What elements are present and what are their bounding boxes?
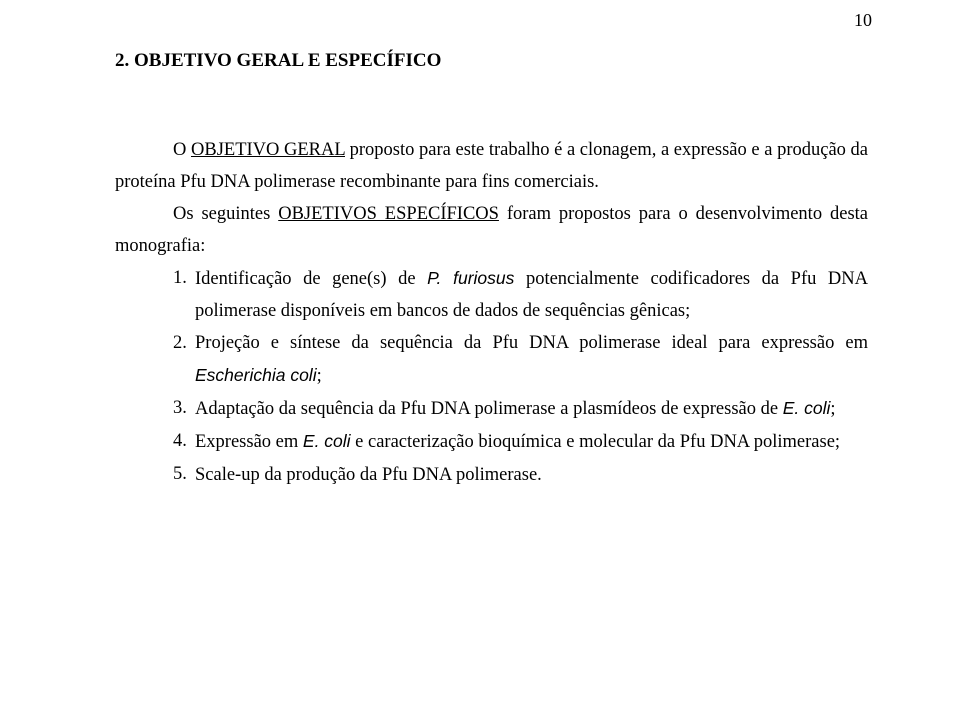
list-item: 5. Scale-up da produção da Pfu DNA polim…: [173, 458, 868, 491]
list-item: 2. Projeção e síntese da sequência da Pf…: [173, 327, 868, 392]
item-text-c: ;: [317, 366, 322, 386]
list-marker: 1.: [173, 262, 187, 294]
list-item: 4. Expressão em E. coli e caracterização…: [173, 425, 868, 458]
para1-underline: OBJETIVO GERAL: [191, 140, 345, 160]
para2-text-a: Os seguintes: [173, 204, 278, 224]
section-heading: 2. OBJETIVO GERAL E ESPECÍFICO: [115, 50, 868, 72]
list-marker: 4.: [173, 425, 187, 457]
item-italic: E. coli: [303, 431, 351, 451]
item-text-c: ;: [830, 399, 835, 419]
list-marker: 3.: [173, 392, 187, 424]
item-text-a: Adaptação da sequência da Pfu DNA polime…: [195, 399, 783, 419]
item-italic: P. furiosus: [427, 268, 514, 288]
page-container: 10 2. OBJETIVO GERAL E ESPECÍFICO O OBJE…: [0, 0, 960, 701]
item-text-a: Scale-up da produção da Pfu DNA polimera…: [195, 465, 542, 485]
paragraph-1: O OBJETIVO GERAL proposto para este trab…: [115, 134, 868, 198]
item-italic: Escherichia coli: [195, 365, 317, 385]
item-text-c: e caracterização bioquímica e molecular …: [351, 432, 841, 452]
page-number: 10: [854, 10, 872, 31]
list-item: 3. Adaptação da sequência da Pfu DNA pol…: [173, 392, 868, 425]
item-text-a: Projeção e síntese da sequência da Pfu D…: [195, 333, 868, 353]
para1-text-a: O: [173, 140, 191, 160]
paragraph-2: Os seguintes OBJETIVOS ESPECÍFICOS foram…: [115, 198, 868, 262]
para2-underline: OBJETIVOS ESPECÍFICOS: [278, 204, 499, 224]
objectives-list: 1. Identificação de gene(s) de P. furios…: [115, 262, 868, 491]
item-italic: E. coli: [783, 398, 831, 418]
list-item: 1. Identificação de gene(s) de P. furios…: [173, 262, 868, 327]
item-text-a: Identificação de gene(s) de: [195, 269, 427, 289]
list-marker: 2.: [173, 327, 187, 359]
item-text-a: Expressão em: [195, 432, 303, 452]
list-marker: 5.: [173, 458, 187, 490]
